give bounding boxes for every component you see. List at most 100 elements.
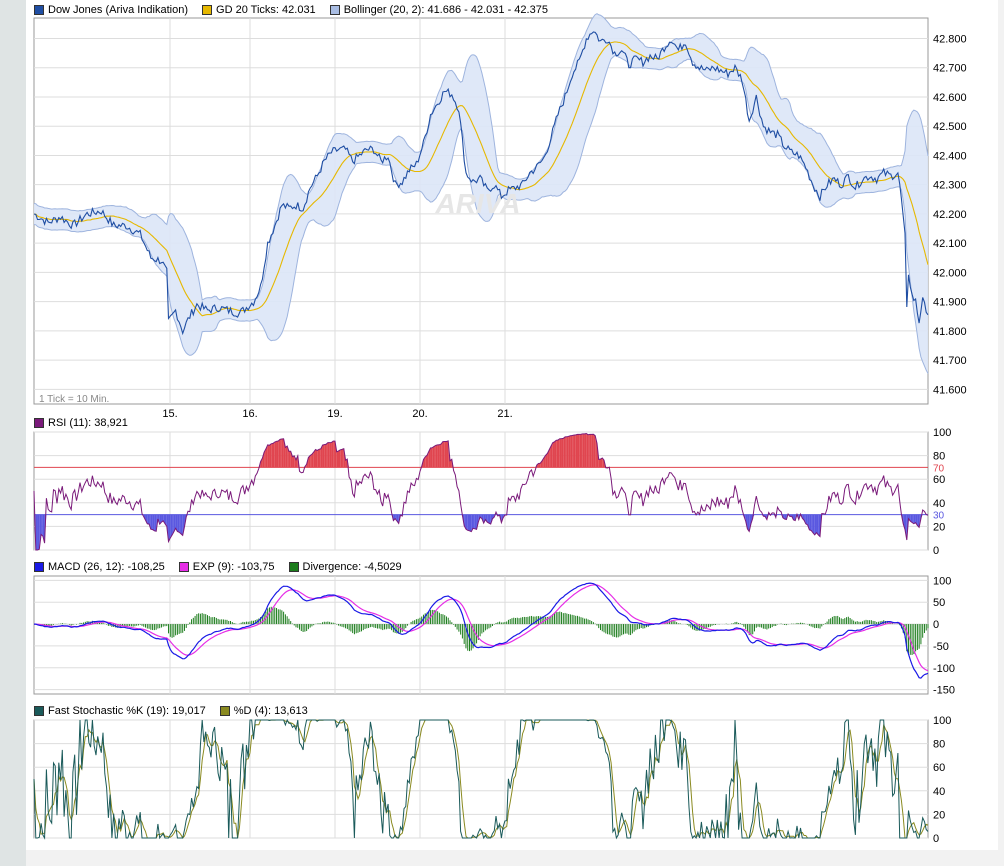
rsi-overbought-fill <box>288 451 291 468</box>
rsi-oversold-fill <box>175 514 178 532</box>
rsi-oversold-fill <box>814 514 817 535</box>
legend-bollinger: Bollinger (20, 2): 41.686 - 42.031 - 42.… <box>329 4 548 16</box>
rsi-overbought-fill <box>584 433 587 468</box>
stoch-grid <box>34 719 928 839</box>
macd-line <box>34 582 929 679</box>
legend-rsi-label: RSI (11): 38,921 <box>48 417 128 429</box>
rsi-overbought-fill <box>575 434 578 468</box>
rsi-overbought-fill <box>543 455 546 468</box>
bollinger-band-area <box>34 13 928 374</box>
rsi-overbought-fill <box>435 444 438 468</box>
rsi-overbought-fill <box>558 438 560 468</box>
rsi-overbought-fill <box>340 449 343 468</box>
rsi-oversold-fill <box>487 514 489 524</box>
legend-stoch-k-label: Fast Stochastic %K (19): 19,017 <box>48 705 206 717</box>
rsi-overbought-fill <box>540 460 543 468</box>
rsi-overbought-fill <box>296 455 298 468</box>
rsi-overbought-fill <box>278 439 281 468</box>
rsi-overbought-fill <box>317 449 320 468</box>
rsi-oversold-fill <box>908 514 911 522</box>
rsi-overbought-fill <box>280 439 282 468</box>
rsi-overbought-fill <box>589 434 592 468</box>
rsi-overbought-fill <box>285 446 288 468</box>
price-legend: Dow Jones (Ariva Indikation) GD 20 Ticks… <box>34 3 562 17</box>
rsi-overbought-fill <box>262 452 265 468</box>
rsi-overbought-fill <box>554 440 557 468</box>
legend-exp-label: EXP (9): -103,75 <box>192 561 275 573</box>
rsi-ytick-label: 40 <box>933 498 945 510</box>
stoch-ytick-label: 40 <box>933 786 945 798</box>
divergence-swatch <box>288 562 299 572</box>
rsi-ytick-label: 100 <box>933 427 951 439</box>
rsi-overbought-fill <box>439 443 442 468</box>
macd-ytick-label: 0 <box>933 619 939 631</box>
rsi-oversold-fill <box>818 514 821 537</box>
rsi-overbought-fill <box>572 435 574 468</box>
rsi-oversold-fill <box>811 514 813 533</box>
rsi-overbought-fill <box>274 441 277 468</box>
rsi-overbought-fill <box>595 435 597 468</box>
rsi-overbought-fill <box>565 436 567 468</box>
rsi-overbought-fill <box>547 449 550 468</box>
stoch-k-swatch <box>34 706 44 716</box>
price-ytick-label: 41.900 <box>933 297 967 309</box>
rsi-overbought-fill <box>582 433 585 468</box>
legend-stoch-k: Fast Stochastic %K (19): 19,017 <box>34 705 206 717</box>
rsi-panel: 100 80 60 40 20 0 70 30 <box>33 427 951 557</box>
macd-plot-area <box>33 575 929 695</box>
rsi-oversold-fill <box>913 514 916 524</box>
rsi-overbought-fill <box>329 442 332 468</box>
rsi-overbought-fill <box>324 444 327 468</box>
legend-macd-label: MACD (26, 12): -108,25 <box>48 561 165 573</box>
rsi-overbought-fill <box>538 463 541 468</box>
rsi-overbought-fill <box>265 444 268 468</box>
rsi-oversold-fill <box>37 514 40 550</box>
stoch-ytick-label: 0 <box>933 833 939 845</box>
price-ytick-label: 41.600 <box>933 384 967 396</box>
rsi-overbought-fill <box>308 455 311 468</box>
rsi-overbought-fill <box>322 444 325 468</box>
macd-ytick-label: 100 <box>933 575 951 587</box>
rsi-overbought-fill <box>550 442 553 468</box>
rsi-oversold-fill <box>180 514 183 536</box>
rsi-oversold-fill <box>747 514 750 532</box>
left-gutter <box>0 0 26 866</box>
rsi-overbought-fill <box>570 435 573 468</box>
rsi-oversold-fill <box>170 514 173 539</box>
rsi-overbought-fill <box>269 443 272 468</box>
rsi-overbought-fill <box>566 436 569 468</box>
rsi-oversold-fill <box>805 514 808 526</box>
rsi-oversold-fill <box>802 514 805 521</box>
rsi-overbought-fill <box>315 449 318 468</box>
rsi-overbought-fill <box>342 448 344 468</box>
rsi-oversold-fill <box>182 514 185 536</box>
x-tick-label: 20. <box>412 408 427 420</box>
rsi-overbought-fill <box>561 438 564 468</box>
rsi-oversold-fill <box>483 514 486 524</box>
rsi-overbought-fill <box>267 444 270 468</box>
macd-swatch <box>34 562 44 572</box>
rsi-legend: RSI (11): 38,921 <box>34 416 142 430</box>
legend-rsi: RSI (11): 38,921 <box>34 417 128 429</box>
rsi-oversold-fill <box>173 514 176 532</box>
legend-bollinger-label: Bollinger (20, 2): 41.686 - 42.031 - 42.… <box>343 4 548 16</box>
rsi-ytick-label: 80 <box>933 451 945 463</box>
rsi-overbought-fill <box>290 451 293 468</box>
legend-ma: GD 20 Ticks: 42.031 <box>202 4 316 16</box>
rsi-overbought-fill <box>313 449 316 468</box>
macd-ytick-label: -150 <box>933 685 955 697</box>
rsi-oversold-fill <box>159 514 162 525</box>
rsi-overbought-fill <box>430 447 433 468</box>
rsi-oversold-fill <box>784 514 787 520</box>
price-ytick-label: 42.700 <box>933 63 967 75</box>
rsi-level-label: 70 <box>933 463 945 474</box>
price-line <box>33 31 929 336</box>
rsi-oversold-fill <box>145 514 148 524</box>
rsi-overbought-fill <box>271 443 273 468</box>
stoch-ytick-label: 100 <box>933 715 951 727</box>
rsi-overbought-fill <box>334 441 337 468</box>
price-ytick-label: 42.300 <box>933 180 967 192</box>
macd-ytick-label: -50 <box>933 641 949 653</box>
rsi-overbought-fill <box>444 441 447 468</box>
rsi-overbought-fill <box>345 459 348 468</box>
